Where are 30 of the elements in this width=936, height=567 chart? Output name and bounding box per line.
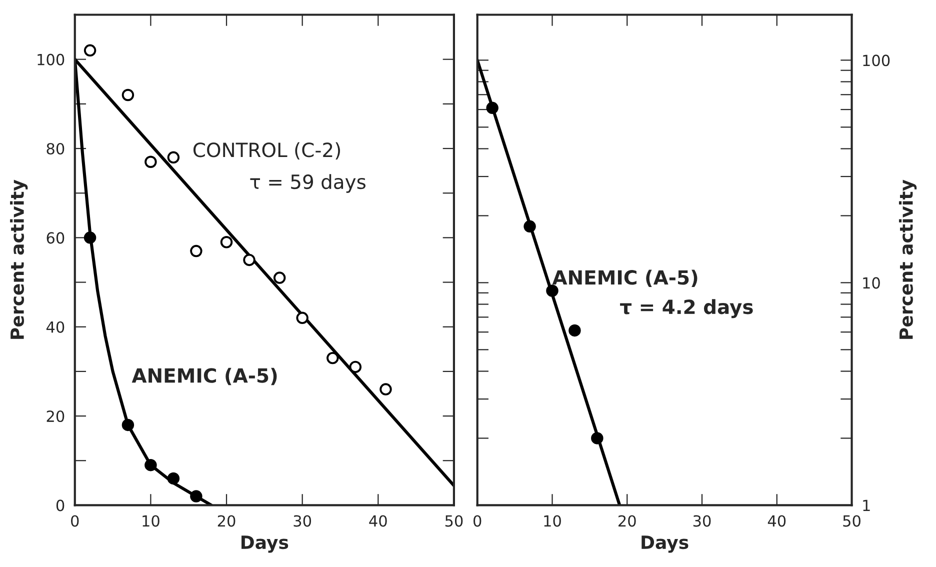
y-tick-label: 60 [46,232,64,244]
x-axis-title: Days [642,536,688,553]
y-tick-label: 1 [863,500,870,511]
x-axis-title: Days [242,536,288,553]
x-tick-label: 20 [618,515,636,527]
x-tick-label: 10 [142,515,160,527]
y-tick-label: 80 [46,142,64,155]
annotation: τ = 4.2 days [620,299,753,318]
x-tick-label: 50 [445,515,463,527]
y-tick-label: 0 [56,500,64,512]
x-tick-label: 0 [71,515,79,527]
series-label: ANEMIC (A-5) [552,270,698,288]
x-tick-label: 30 [693,515,711,527]
y-tick-label: 100 [38,54,64,66]
x-tick-label: 40 [369,515,387,527]
y-tick-label: 20 [46,410,64,422]
x-tick-label: 40 [768,515,786,527]
y-tick-label: 10 [863,277,880,289]
y-axis-title: Percent activity [10,180,28,339]
x-tick-label: 50 [843,515,860,527]
y-tick-label: 40 [46,321,64,333]
series-label: CONTROL (C-2) [193,142,340,160]
x-tick-label: 0 [474,515,482,527]
x-tick-label: 30 [294,515,312,527]
y-axis-title: Percent activity [898,180,917,339]
x-tick-label: 10 [544,515,561,527]
series-label: ANEMIC (A-5) [132,368,277,386]
y-tick-label: 100 [863,54,890,66]
annotation: τ = 59 days [250,174,366,193]
x-tick-label: 20 [218,515,236,527]
